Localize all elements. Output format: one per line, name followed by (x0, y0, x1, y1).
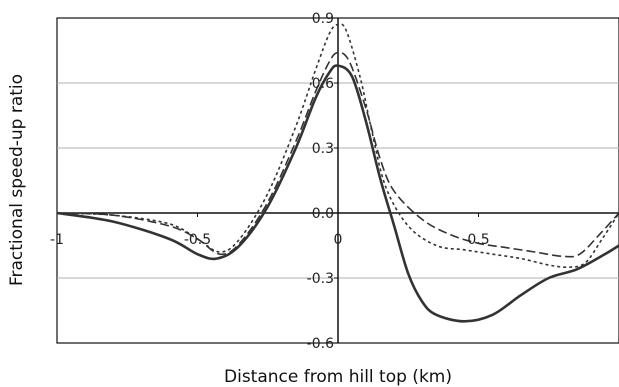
y-tick-label-5: -0.6 (307, 336, 334, 352)
y-tick-labels: 0.9 0.6 0.3 0.0 -0.3 -0.6 (307, 11, 334, 352)
series-line-solid (56, 64, 619, 323)
x-tick-label-1: -0.5 (184, 232, 211, 248)
x-tick-label-0: -1 (50, 232, 64, 248)
y-tick-label-1: 0.6 (312, 76, 334, 92)
y-tick-label-4: -0.3 (307, 271, 334, 287)
y-tick-label-0: 0.9 (312, 11, 334, 27)
series-line-dashed (56, 51, 619, 258)
x-tick-label-2: 0 (334, 232, 343, 248)
y-tick-label-2: 0.3 (312, 141, 334, 157)
series-group (56, 23, 619, 323)
x-tick-label-3: 0.5 (467, 232, 489, 248)
y-tick-label-3: 0.0 (312, 206, 334, 222)
x-axis-title: Distance from hill top (km) (224, 367, 452, 387)
y-axis-title: Fractional speed-up ratio (7, 74, 27, 286)
axes (56, 17, 619, 344)
x-tick-labels: -1 -0.5 0 0.5 (50, 232, 490, 248)
